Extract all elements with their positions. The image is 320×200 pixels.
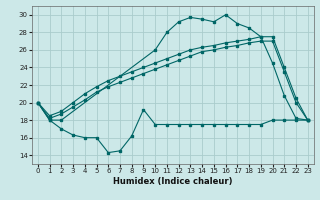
X-axis label: Humidex (Indice chaleur): Humidex (Indice chaleur) [113,177,233,186]
